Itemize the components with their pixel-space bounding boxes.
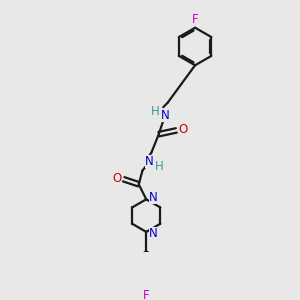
Text: O: O bbox=[179, 123, 188, 136]
Text: N: N bbox=[145, 155, 154, 168]
Text: O: O bbox=[112, 172, 121, 184]
Text: H: H bbox=[154, 160, 163, 173]
Text: N: N bbox=[149, 191, 158, 204]
Text: H: H bbox=[151, 105, 159, 118]
Text: N: N bbox=[161, 109, 170, 122]
Text: N: N bbox=[149, 227, 158, 240]
Text: F: F bbox=[192, 13, 198, 26]
Text: F: F bbox=[143, 289, 150, 300]
